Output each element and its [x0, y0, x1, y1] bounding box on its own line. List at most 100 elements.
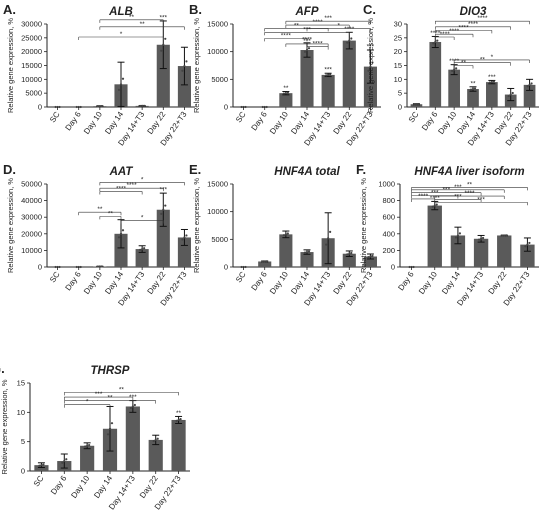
data-point — [141, 247, 144, 251]
data-point — [152, 439, 155, 443]
x-tick-label: Day 14 — [103, 270, 125, 296]
y-tick-label: 600 — [382, 213, 395, 222]
bar — [171, 419, 186, 471]
bar — [321, 74, 335, 107]
panel-c: C. DIO3 Relative gene expression, % 0 5 10 15 2… — [363, 2, 539, 147]
y-tick-label: 30 — [394, 20, 402, 29]
bar — [486, 82, 498, 107]
data-point — [526, 85, 529, 88]
comparison-label: * — [120, 31, 123, 38]
data-point — [456, 234, 460, 237]
data-point — [412, 265, 415, 269]
data-point — [261, 260, 264, 263]
data-point — [79, 265, 82, 269]
data-point — [139, 248, 142, 252]
comparison-label: *** — [477, 196, 485, 203]
y-tick-label: 10 — [17, 408, 25, 417]
bar — [156, 209, 170, 267]
x-tick-label: Day 6 — [396, 270, 416, 293]
data-point — [63, 459, 66, 463]
bar-significance: **** — [430, 30, 441, 37]
x-tick-label: Day 6 — [63, 270, 83, 293]
data-point — [121, 229, 125, 232]
panel-label: D. — [3, 162, 16, 177]
y-tick-label: 1000 — [378, 180, 395, 189]
data-point — [454, 236, 458, 239]
data-point — [42, 463, 45, 466]
data-point — [183, 64, 186, 68]
data-point — [350, 251, 353, 255]
x-tick-label: SC — [48, 270, 62, 284]
y-axis-label: Relative gene expression, % — [359, 178, 368, 273]
comparison-label: ** — [467, 181, 473, 188]
y-tick-label: 50000 — [21, 180, 42, 189]
data-point — [156, 437, 159, 440]
data-point — [98, 105, 101, 108]
data-point — [282, 234, 285, 237]
comparison-label: **** — [440, 31, 451, 38]
comparison-label: ** — [294, 22, 300, 29]
data-point — [528, 83, 531, 86]
data-point — [106, 433, 110, 436]
comparison-label: *** — [454, 184, 462, 191]
bar — [80, 445, 95, 471]
comparison-label: **** — [313, 41, 324, 48]
data-point — [524, 245, 527, 248]
data-point — [100, 104, 103, 108]
bar — [34, 465, 49, 471]
bar-significance: **** — [344, 26, 355, 33]
comparison-label: * — [141, 176, 144, 183]
y-tick-label: 0 — [391, 263, 395, 272]
y-tick-label: 40000 — [21, 196, 42, 205]
x-tick-label: Day 6 — [63, 110, 83, 133]
data-point — [505, 234, 508, 237]
comparison-label: * — [86, 399, 89, 406]
bar — [520, 244, 535, 267]
y-tick-label: 30000 — [21, 213, 42, 222]
data-point — [488, 81, 491, 84]
y-tick-label: 5000 — [211, 235, 228, 244]
comparison-label: **** — [477, 15, 488, 22]
panel-label: C. — [363, 2, 376, 17]
comparison-label: * — [141, 215, 144, 222]
panel-label: G. — [0, 361, 5, 376]
data-point — [162, 208, 165, 211]
bar — [363, 256, 377, 267]
data-point — [121, 77, 125, 80]
y-tick-label: 10 — [394, 75, 402, 84]
data-point — [481, 236, 485, 240]
data-point — [117, 88, 121, 91]
data-point — [369, 65, 372, 68]
data-point — [58, 265, 61, 269]
data-point — [371, 254, 374, 257]
bar-significance: ** — [283, 85, 289, 92]
data-point — [367, 69, 370, 72]
bar-significance: *** — [488, 74, 496, 81]
comparison-label: *** — [443, 187, 451, 194]
data-point — [240, 265, 243, 269]
y-tick-label: 30000 — [21, 20, 42, 29]
bar — [177, 66, 191, 107]
data-point — [117, 236, 121, 239]
x-tick-label: SC — [32, 474, 46, 488]
data-point — [61, 461, 64, 464]
x-tick-label: Day 14 — [103, 110, 125, 136]
bar-significance: *** — [367, 44, 375, 51]
data-point — [100, 265, 103, 268]
data-point — [369, 255, 372, 258]
y-tick-label: 0 — [224, 263, 228, 272]
comparison-label: **** — [464, 190, 475, 197]
data-point — [164, 204, 167, 207]
comparison-label: ** — [129, 14, 135, 21]
data-point — [431, 205, 434, 208]
x-tick-label: Day 14 — [289, 270, 311, 296]
data-point — [346, 41, 349, 44]
data-point — [432, 42, 435, 45]
panel-g: G. THRSP Relative gene expression, % 0 5 10 15… — [0, 361, 190, 511]
bar-significance: ** — [470, 80, 476, 87]
data-point — [408, 265, 411, 269]
y-tick-label: 10000 — [21, 246, 42, 255]
gene-title: DIO3 — [460, 6, 487, 18]
x-tick-label: Day 10 — [69, 474, 91, 500]
